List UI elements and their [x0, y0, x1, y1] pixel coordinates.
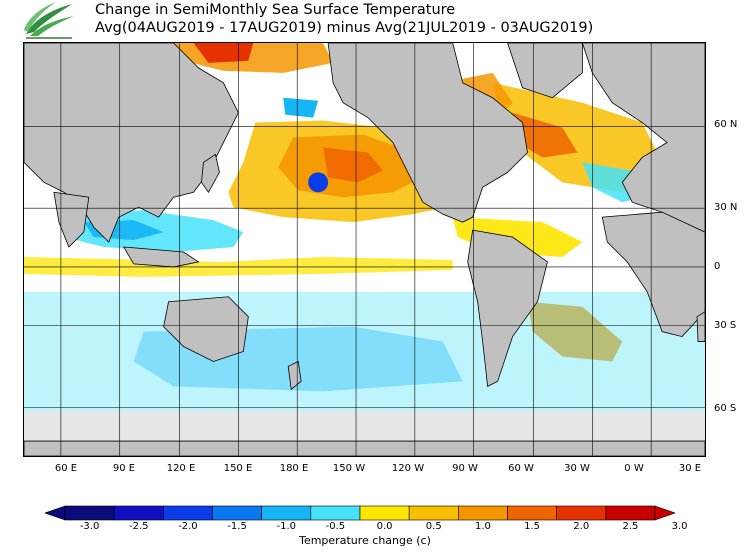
colorbar-tick-label: -1.0: [276, 521, 297, 532]
new-zealand-land: [287, 360, 302, 391]
colorbar-tick-label: -2.0: [178, 521, 198, 532]
north-pacific-hot-spot: [323, 147, 383, 183]
south-america-land: [467, 229, 548, 387]
lat-label-30s: 30 S: [714, 320, 737, 331]
colorbar-swatch: [261, 505, 312, 521]
lon-label-150w: 150 W: [332, 463, 366, 474]
colorbar-swatch: [605, 505, 656, 521]
africa-land: [601, 211, 705, 338]
colorbar-tick-label: -0.5: [325, 521, 346, 532]
colorbar-tick-label: 2.0: [573, 521, 590, 532]
colorbar-swatch: [113, 505, 164, 521]
colorbar-tick-label: 2.5: [622, 521, 639, 532]
arctic-cool-pacific: [283, 97, 319, 118]
eurasia-west-land: [581, 43, 705, 263]
colorbar-swatch: [507, 505, 557, 521]
lon-label-0w: 0 W: [624, 463, 644, 474]
map-subtitle: Avg(04AUG2019 - 17AUG2019) minus Avg(21J…: [95, 20, 594, 36]
india-land: [53, 191, 90, 248]
north-atlantic-hot: [512, 112, 578, 158]
color-scale-label: Temperature change (c): [299, 534, 431, 547]
colorbar-max-arrow: [654, 505, 675, 521]
graticule: [24, 43, 705, 456]
north-atlantic-warm: [492, 82, 663, 193]
antarctica-land: [24, 440, 705, 456]
lon-label-180e: 180 E: [279, 463, 309, 474]
colorbar-tick-label: 1.0: [474, 521, 491, 532]
north-pacific-cold-spot: [308, 172, 329, 193]
lat-label-0: 0: [714, 261, 721, 272]
colorbar-swatch: [64, 505, 115, 521]
lat-label-60n: 60 N: [714, 119, 738, 130]
lat-label-30n: 30 N: [714, 202, 738, 213]
colorbar-tick-label: 0.0: [376, 521, 393, 532]
lon-label-150e: 150 E: [223, 463, 253, 474]
lat-label-60s: 60 S: [714, 403, 737, 414]
colorbar-tick-label: 0.5: [425, 521, 442, 532]
colorbar-swatch: [359, 505, 410, 521]
colorbar-swatch: [163, 505, 213, 521]
lon-label-60w: 60 W: [508, 463, 534, 474]
australia-land: [163, 296, 249, 362]
lon-label-30e: 30 E: [678, 463, 702, 474]
land-masses: [24, 43, 705, 456]
colorbar-swatch: [310, 505, 361, 521]
lon-label-30w: 30 W: [564, 463, 590, 474]
colorbar-swatch: [458, 505, 508, 521]
lon-label-120e: 120 E: [166, 463, 196, 474]
colorbar-swatch: [556, 505, 607, 521]
lon-label-90e: 90 E: [112, 463, 136, 474]
japan-land: [201, 153, 220, 194]
sw-atlantic-warm: [527, 301, 623, 362]
lon-label-120w: 120 W: [391, 463, 425, 474]
color-scale-bar: [45, 505, 675, 521]
agency-logo: [24, 2, 74, 39]
map-title: Change in SemiMonthly Sea Surface Temper…: [95, 2, 456, 18]
colorbar-tick-label: 3.0: [671, 521, 688, 532]
lon-label-90w: 90 W: [452, 463, 478, 474]
colorbar-min-arrow: [45, 505, 66, 521]
madagascar-land: [696, 311, 705, 342]
colorbar-tick-label: -3.0: [79, 521, 100, 532]
colorbar-tick-label: -1.5: [227, 521, 247, 532]
colorbar-tick-label: 1.5: [524, 521, 541, 532]
colorbar-tick-label: -2.5: [128, 521, 149, 532]
colorbar-swatch: [408, 505, 459, 521]
eurasia-land: [24, 43, 239, 243]
lon-label-60e: 60 E: [54, 463, 78, 474]
colorbar-swatch: [212, 505, 262, 521]
sst-change-map: [23, 42, 706, 457]
north-america-land: [327, 43, 528, 223]
greenland-land: [507, 43, 583, 99]
